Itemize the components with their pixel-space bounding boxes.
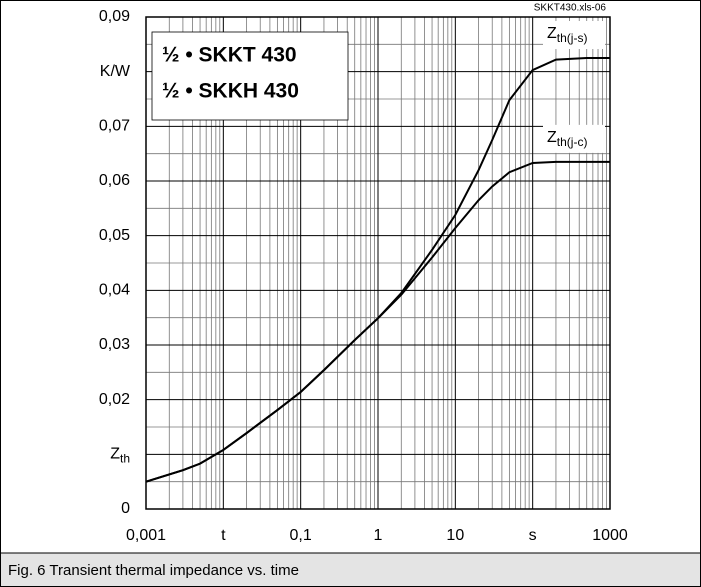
y-tick-label: 0,03 — [99, 336, 130, 353]
x-tick-label: 1000 — [592, 527, 628, 544]
series-label-bg — [543, 21, 605, 49]
series-name: Z — [547, 129, 557, 146]
x-tick-label: 0,001 — [126, 527, 166, 544]
x-tick-label: t — [221, 527, 226, 544]
y-tick-label: K/W — [100, 63, 131, 80]
y-tick-label: 0,05 — [99, 227, 130, 244]
series-label-bg — [543, 124, 605, 153]
series-line — [145, 160, 610, 483]
caption-bar — [1, 553, 700, 586]
legend-entry: ½ • SKKT 430 — [162, 44, 297, 67]
legend-box — [151, 31, 349, 121]
series-name-sub: th(j-c) — [557, 135, 588, 149]
x-tick-label: 10 — [446, 527, 464, 544]
series-label: Zth(j-s) — [547, 25, 587, 45]
y-tick-label: 0,02 — [99, 391, 130, 408]
y-label-main: Z — [110, 446, 120, 463]
file-tag: SKKT430.xls-06 — [534, 3, 607, 14]
x-tick-label: 0,1 — [290, 527, 312, 544]
caption: Fig. 6 Transient thermal impedance vs. t… — [8, 562, 299, 579]
y-tick-label: 0,06 — [99, 172, 130, 189]
legend-entry: ½ • SKKH 430 — [162, 80, 299, 103]
series-label: Zth(j-c) — [547, 129, 587, 149]
y-tick-label: 0,07 — [99, 118, 130, 135]
plot-border — [145, 16, 611, 510]
x-tick-label: 1 — [374, 527, 383, 544]
series-name: Z — [547, 25, 557, 42]
y-tick-label: 0,09 — [99, 8, 130, 25]
series-name-sub: th(j-s) — [557, 31, 588, 45]
x-tick-label: s — [529, 527, 537, 544]
y-tick-label: 0,04 — [99, 282, 130, 299]
y-tick-label: Zth — [110, 446, 130, 466]
y-label-sub: th — [120, 452, 130, 466]
y-tick-label: 0 — [121, 500, 130, 517]
